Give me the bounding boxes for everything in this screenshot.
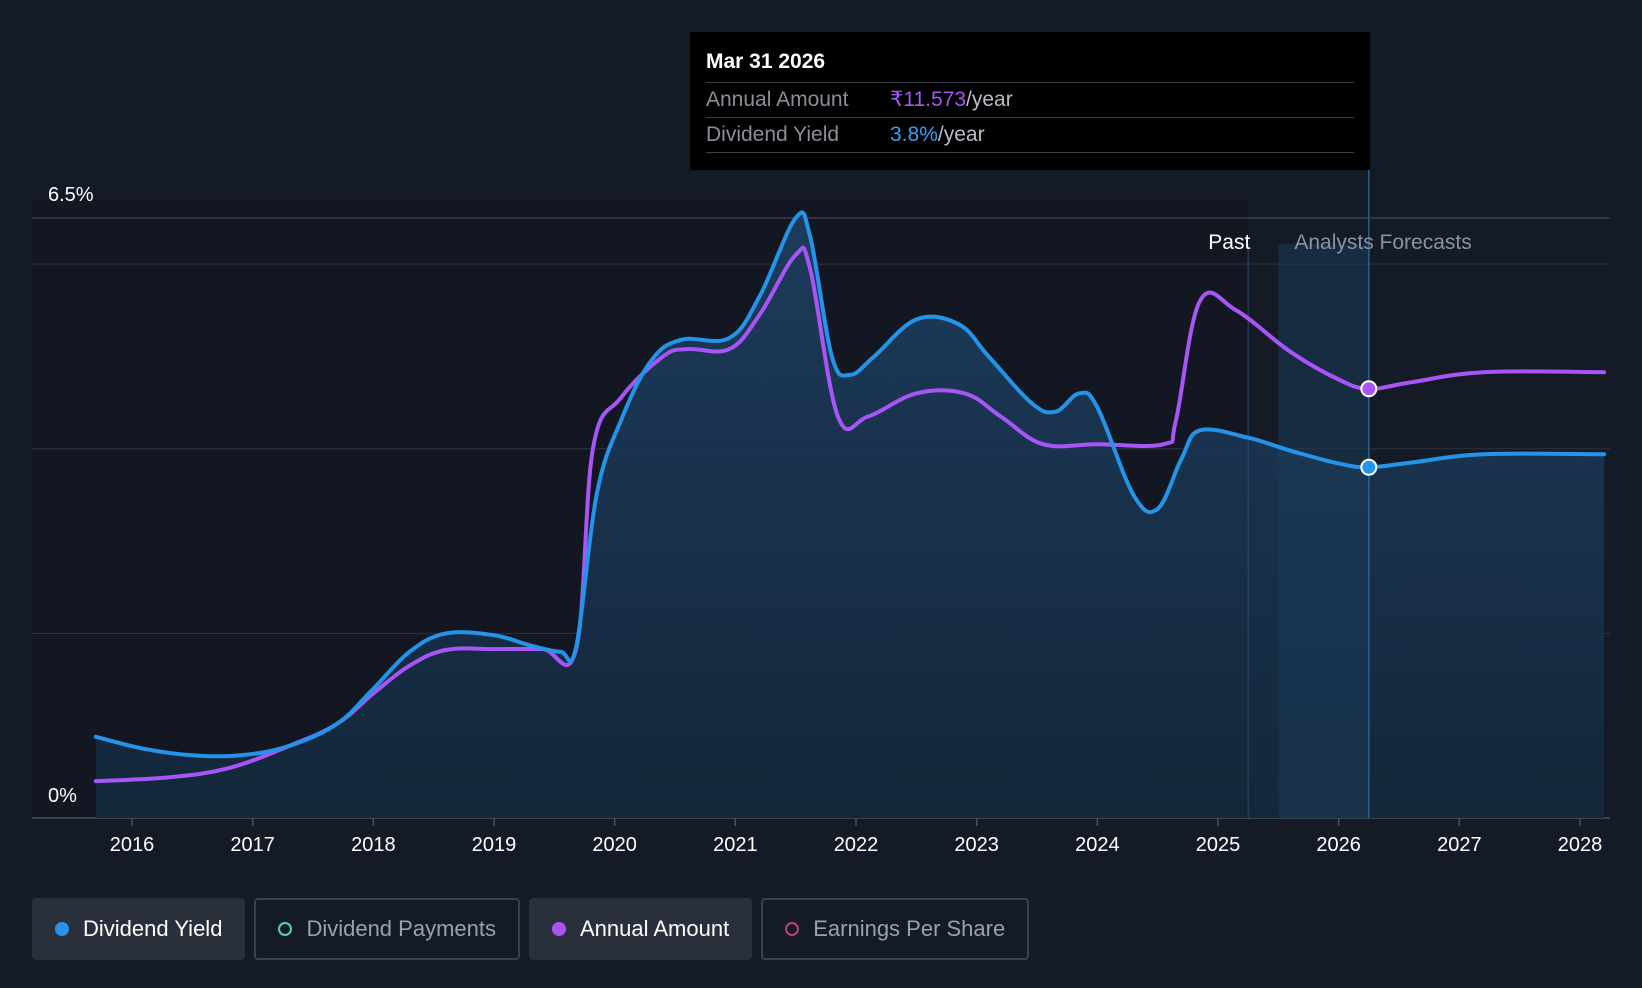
x-tick-label: 2018 bbox=[351, 834, 396, 856]
tooltip-date: Mar 31 2026 bbox=[706, 46, 1354, 83]
dividend-yield-marker bbox=[1360, 458, 1378, 476]
tooltip-label: Dividend Yield bbox=[706, 123, 840, 146]
legend-label: Earnings Per Share bbox=[813, 916, 1006, 941]
y-axis-labels: 0% 6.5% bbox=[48, 184, 94, 807]
highlight-markers[interactable] bbox=[1360, 380, 1378, 476]
x-tick-label: 2016 bbox=[110, 834, 155, 856]
chart-legend: Dividend Yield Dividend Payments Annual … bbox=[32, 898, 1030, 960]
yield-area-fill bbox=[95, 212, 1605, 819]
legend-label: Dividend Yield bbox=[83, 916, 223, 941]
region-label-past: Past bbox=[1208, 231, 1250, 254]
tooltip-unit: /year bbox=[937, 123, 985, 146]
forecast-band bbox=[1247, 168, 1370, 818]
tooltip-label: Annual Amount bbox=[706, 88, 849, 111]
filled-dot-icon bbox=[551, 922, 566, 936]
forecast-band-rect bbox=[1278, 244, 1369, 818]
legend-earnings-per-share[interactable]: Earnings Per Share bbox=[761, 898, 1030, 960]
x-tick-label: 2026 bbox=[1316, 834, 1361, 856]
x-tick-label: 2022 bbox=[834, 834, 879, 856]
legend-label: Dividend Payments bbox=[306, 916, 496, 941]
x-tick-label: 2019 bbox=[472, 834, 517, 856]
dividend-yield-line bbox=[93, 210, 1607, 759]
ring-dot-icon bbox=[278, 922, 293, 936]
tooltip-value: 3.8% bbox=[890, 123, 938, 146]
x-tick-label: 2017 bbox=[230, 834, 275, 856]
annual-amount-line bbox=[93, 245, 1607, 784]
legend-annual-amount[interactable]: Annual Amount bbox=[528, 898, 753, 960]
x-tick-label: 2021 bbox=[713, 834, 758, 856]
x-tick-label: 2025 bbox=[1196, 834, 1241, 856]
x-tick-label: 2028 bbox=[1558, 834, 1603, 856]
x-axis-ticks: 2016 2017 2018 2019 2020 2021 2022 2023 2024 2025… bbox=[110, 818, 1603, 856]
y-label-min: 0% bbox=[48, 785, 77, 807]
tooltip-unit: /year bbox=[966, 88, 1013, 111]
yield-area bbox=[95, 212, 1605, 819]
legend-dividend-yield[interactable]: Dividend Yield bbox=[32, 898, 246, 960]
filled-dot-icon bbox=[55, 922, 69, 936]
data-tooltip: Mar 31 2026 Annual Amount ₹11.573 /year … bbox=[690, 32, 1370, 170]
x-tick-label: 2023 bbox=[954, 834, 999, 856]
legend-dividend-payments[interactable]: Dividend Payments bbox=[254, 898, 520, 960]
legend-label: Annual Amount bbox=[579, 916, 730, 941]
series-lines bbox=[93, 210, 1607, 784]
x-tick-label: 2027 bbox=[1437, 834, 1482, 856]
annual-amount-marker bbox=[1360, 380, 1378, 398]
tooltip-value: ₹11.573 bbox=[890, 88, 967, 111]
region-label-forecast: Analysts Forecasts bbox=[1294, 231, 1471, 254]
tooltip-row-dividend-yield: Dividend Yield 3.8% /year bbox=[706, 118, 1354, 153]
x-tick-label: 2020 bbox=[592, 834, 637, 856]
tooltip-row-annual-amount: Annual Amount ₹11.573 /year bbox=[706, 83, 1354, 118]
y-label-max: 6.5% bbox=[48, 184, 94, 206]
x-tick-label: 2024 bbox=[1075, 834, 1120, 856]
ring-dot-icon bbox=[785, 922, 800, 936]
